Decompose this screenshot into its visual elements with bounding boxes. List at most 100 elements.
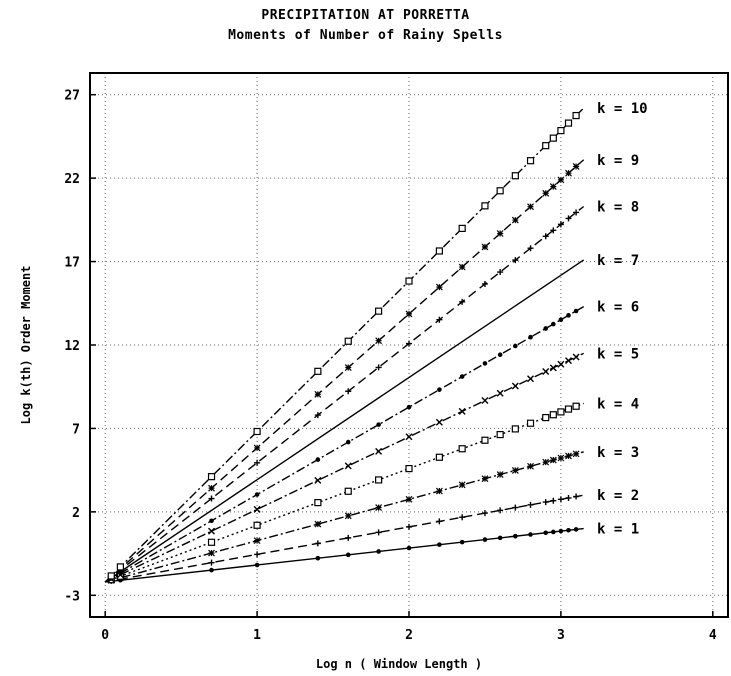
point-marker xyxy=(254,459,261,466)
point-marker xyxy=(376,549,381,554)
point-marker xyxy=(406,340,412,347)
series-label-k4: k = 4 xyxy=(597,396,639,412)
point-marker xyxy=(458,481,466,489)
point-marker xyxy=(549,134,557,142)
y-tick-label: 17 xyxy=(64,256,80,271)
series-label-k2: k = 2 xyxy=(597,488,639,504)
point-marker xyxy=(564,405,573,413)
point-marker xyxy=(458,407,466,415)
point-marker xyxy=(557,496,564,503)
point-marker xyxy=(405,277,413,285)
series-line xyxy=(104,306,585,583)
point-marker xyxy=(496,230,504,237)
chart-title: PRECIPITATION AT PORRETTA xyxy=(261,8,470,23)
series-label-k5: k = 5 xyxy=(597,346,639,362)
point-marker xyxy=(253,521,261,529)
point-marker xyxy=(549,183,557,191)
point-marker xyxy=(207,473,216,481)
point-marker xyxy=(458,445,466,453)
point-marker xyxy=(573,209,580,216)
point-marker xyxy=(526,157,535,165)
point-marker xyxy=(435,247,443,255)
series-label-k3: k = 3 xyxy=(597,445,639,461)
x-tick-label: 2 xyxy=(405,628,413,643)
point-marker xyxy=(253,444,261,452)
series-line xyxy=(105,527,584,583)
point-marker xyxy=(209,567,214,573)
series-label-k10: k = 10 xyxy=(597,101,648,117)
series-label-k8: k = 8 xyxy=(597,199,639,215)
point-marker xyxy=(481,243,489,251)
point-marker xyxy=(496,471,504,478)
series-line xyxy=(104,159,585,583)
point-marker xyxy=(542,367,550,375)
point-marker xyxy=(314,499,322,507)
point-marker xyxy=(558,317,564,323)
point-marker xyxy=(107,572,115,580)
point-marker xyxy=(208,559,215,566)
point-marker xyxy=(513,343,518,349)
point-marker xyxy=(572,402,580,410)
point-marker xyxy=(550,497,557,504)
point-marker xyxy=(565,452,572,460)
series-line xyxy=(105,451,584,583)
point-marker xyxy=(542,413,550,422)
point-marker xyxy=(557,454,565,462)
series-6 xyxy=(104,306,585,583)
point-marker xyxy=(551,321,556,327)
point-marker xyxy=(511,466,519,474)
x-tick-label: 3 xyxy=(557,628,565,643)
point-marker xyxy=(344,364,352,371)
point-marker xyxy=(459,539,465,545)
point-marker xyxy=(543,326,549,331)
point-marker xyxy=(209,518,214,524)
point-marker xyxy=(375,504,383,512)
point-marker xyxy=(481,202,489,210)
point-marker xyxy=(314,367,322,375)
point-marker xyxy=(344,462,352,470)
point-marker xyxy=(481,510,488,517)
point-marker xyxy=(497,535,503,541)
point-marker xyxy=(254,562,260,568)
point-marker xyxy=(314,520,322,528)
point-marker xyxy=(208,549,215,557)
point-marker xyxy=(551,529,556,535)
point-marker xyxy=(557,408,565,416)
point-marker xyxy=(550,227,557,234)
point-marker xyxy=(375,529,382,536)
x-tick-label: 0 xyxy=(101,628,109,643)
point-marker xyxy=(497,507,504,514)
point-marker xyxy=(345,439,351,445)
point-marker xyxy=(315,555,321,561)
x-tick-label: 1 xyxy=(253,628,261,643)
point-marker xyxy=(314,412,321,419)
point-marker xyxy=(497,352,503,357)
series-line xyxy=(104,402,584,583)
y-tick-label: -3 xyxy=(64,589,80,604)
point-marker xyxy=(315,457,321,462)
point-marker xyxy=(345,388,352,395)
point-marker xyxy=(345,534,352,541)
point-marker xyxy=(496,389,504,397)
point-marker xyxy=(565,169,572,177)
series-label-k6: k = 6 xyxy=(597,300,639,316)
point-marker xyxy=(511,172,519,180)
point-marker xyxy=(511,216,519,224)
point-marker xyxy=(573,493,580,500)
point-marker xyxy=(405,495,413,503)
point-marker xyxy=(557,127,565,135)
point-marker xyxy=(572,163,580,170)
point-marker xyxy=(557,360,565,368)
point-marker xyxy=(565,494,572,501)
point-marker xyxy=(565,357,572,365)
point-marker xyxy=(543,530,549,536)
point-marker xyxy=(436,316,443,323)
point-marker xyxy=(344,512,352,520)
point-marker xyxy=(511,425,519,433)
point-marker xyxy=(406,545,412,551)
point-marker xyxy=(549,411,557,419)
point-marker xyxy=(572,450,580,458)
point-marker xyxy=(512,504,519,511)
point-marker xyxy=(437,387,442,392)
point-marker xyxy=(254,551,261,558)
